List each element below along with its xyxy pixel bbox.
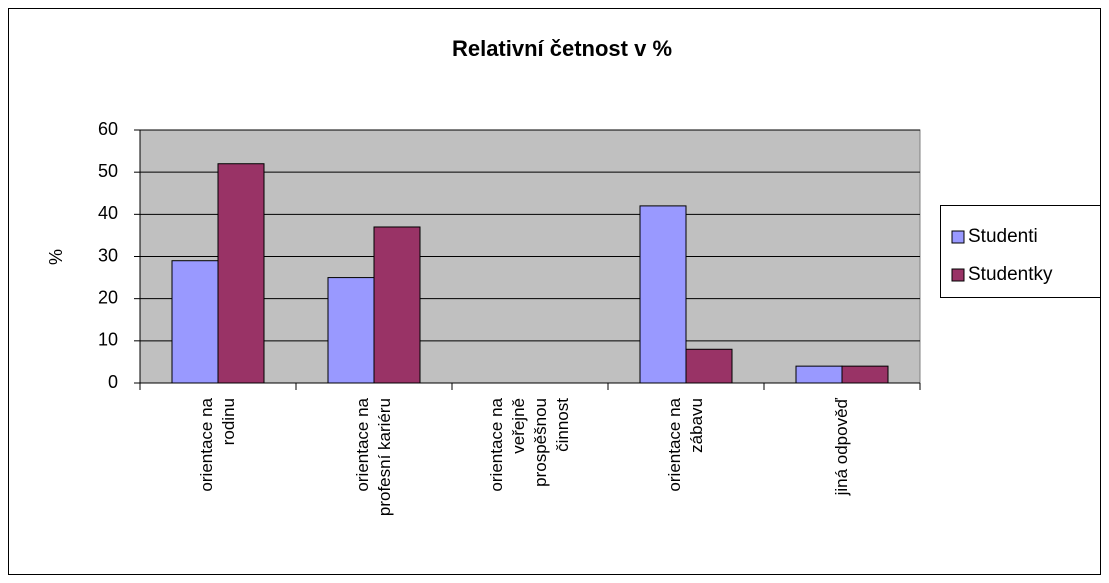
y-tick-label: 10 — [98, 330, 118, 350]
bar — [327, 277, 375, 384]
x-tick-label: orientace na rodinu — [197, 398, 238, 492]
legend — [940, 205, 1101, 298]
bar — [217, 163, 265, 384]
y-tick-label: 0 — [108, 372, 118, 392]
legend-label: Studentky — [968, 264, 1053, 285]
x-tick-label: jiná odpověď — [832, 398, 851, 496]
chart-title: Relativní četnost v % — [452, 36, 672, 61]
y-axis-label: % — [46, 249, 66, 265]
y-tick-label: 50 — [98, 161, 118, 181]
bar — [373, 226, 421, 384]
y-tick-label: 60 — [98, 119, 118, 139]
legend-swatch — [951, 230, 965, 244]
y-tick-label: 20 — [98, 287, 118, 307]
bar — [639, 205, 687, 384]
bar — [841, 365, 889, 384]
legend-swatch — [951, 268, 965, 282]
legend-label: Studenti — [968, 226, 1038, 247]
x-tick-label: orientace na zábavu — [665, 398, 706, 492]
bar — [171, 260, 219, 384]
y-tick-label: 30 — [98, 245, 118, 265]
x-tick-label: orientace na veřejně prospěšnou činnost — [487, 398, 572, 492]
bar — [795, 365, 843, 384]
x-tick-label: orientace na profesní kariéru — [353, 398, 394, 517]
y-tick-label: 40 — [98, 203, 118, 223]
bar — [685, 348, 733, 384]
